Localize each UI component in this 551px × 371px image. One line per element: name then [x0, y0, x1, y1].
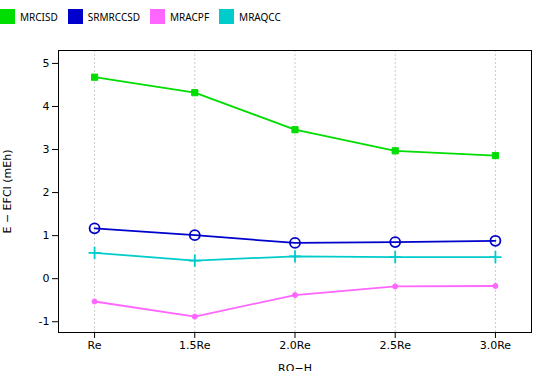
svg-text:1: 1 — [43, 229, 50, 242]
html-text:SRMRCCSD: SRMRCCSD — [87, 9, 140, 24]
svg-text:RO−H: RO−H — [278, 362, 312, 371]
svg-text:E − EFCI (mEh): E − EFCI (mEh) — [1, 149, 14, 233]
svg-text:3.0Re: 3.0Re — [480, 339, 512, 352]
svg-text:0: 0 — [43, 272, 50, 285]
html-text:MRACPF: MRACPF — [170, 9, 210, 24]
svg-text:-1: -1 — [39, 315, 50, 328]
svg-text:Re: Re — [88, 339, 102, 352]
svg-text:2.5Re: 2.5Re — [380, 339, 412, 352]
svg-text:5: 5 — [43, 57, 50, 70]
html-text:MRAQCC: MRAQCC — [239, 9, 281, 24]
svg-text:1.5Re: 1.5Re — [179, 339, 211, 352]
svg-text:4: 4 — [43, 100, 50, 113]
html-text:MRCISD: MRCISD — [20, 9, 58, 24]
svg-text:2: 2 — [43, 186, 50, 199]
svg-text:2.0Re: 2.0Re — [279, 339, 311, 352]
svg-text:3: 3 — [43, 143, 50, 156]
